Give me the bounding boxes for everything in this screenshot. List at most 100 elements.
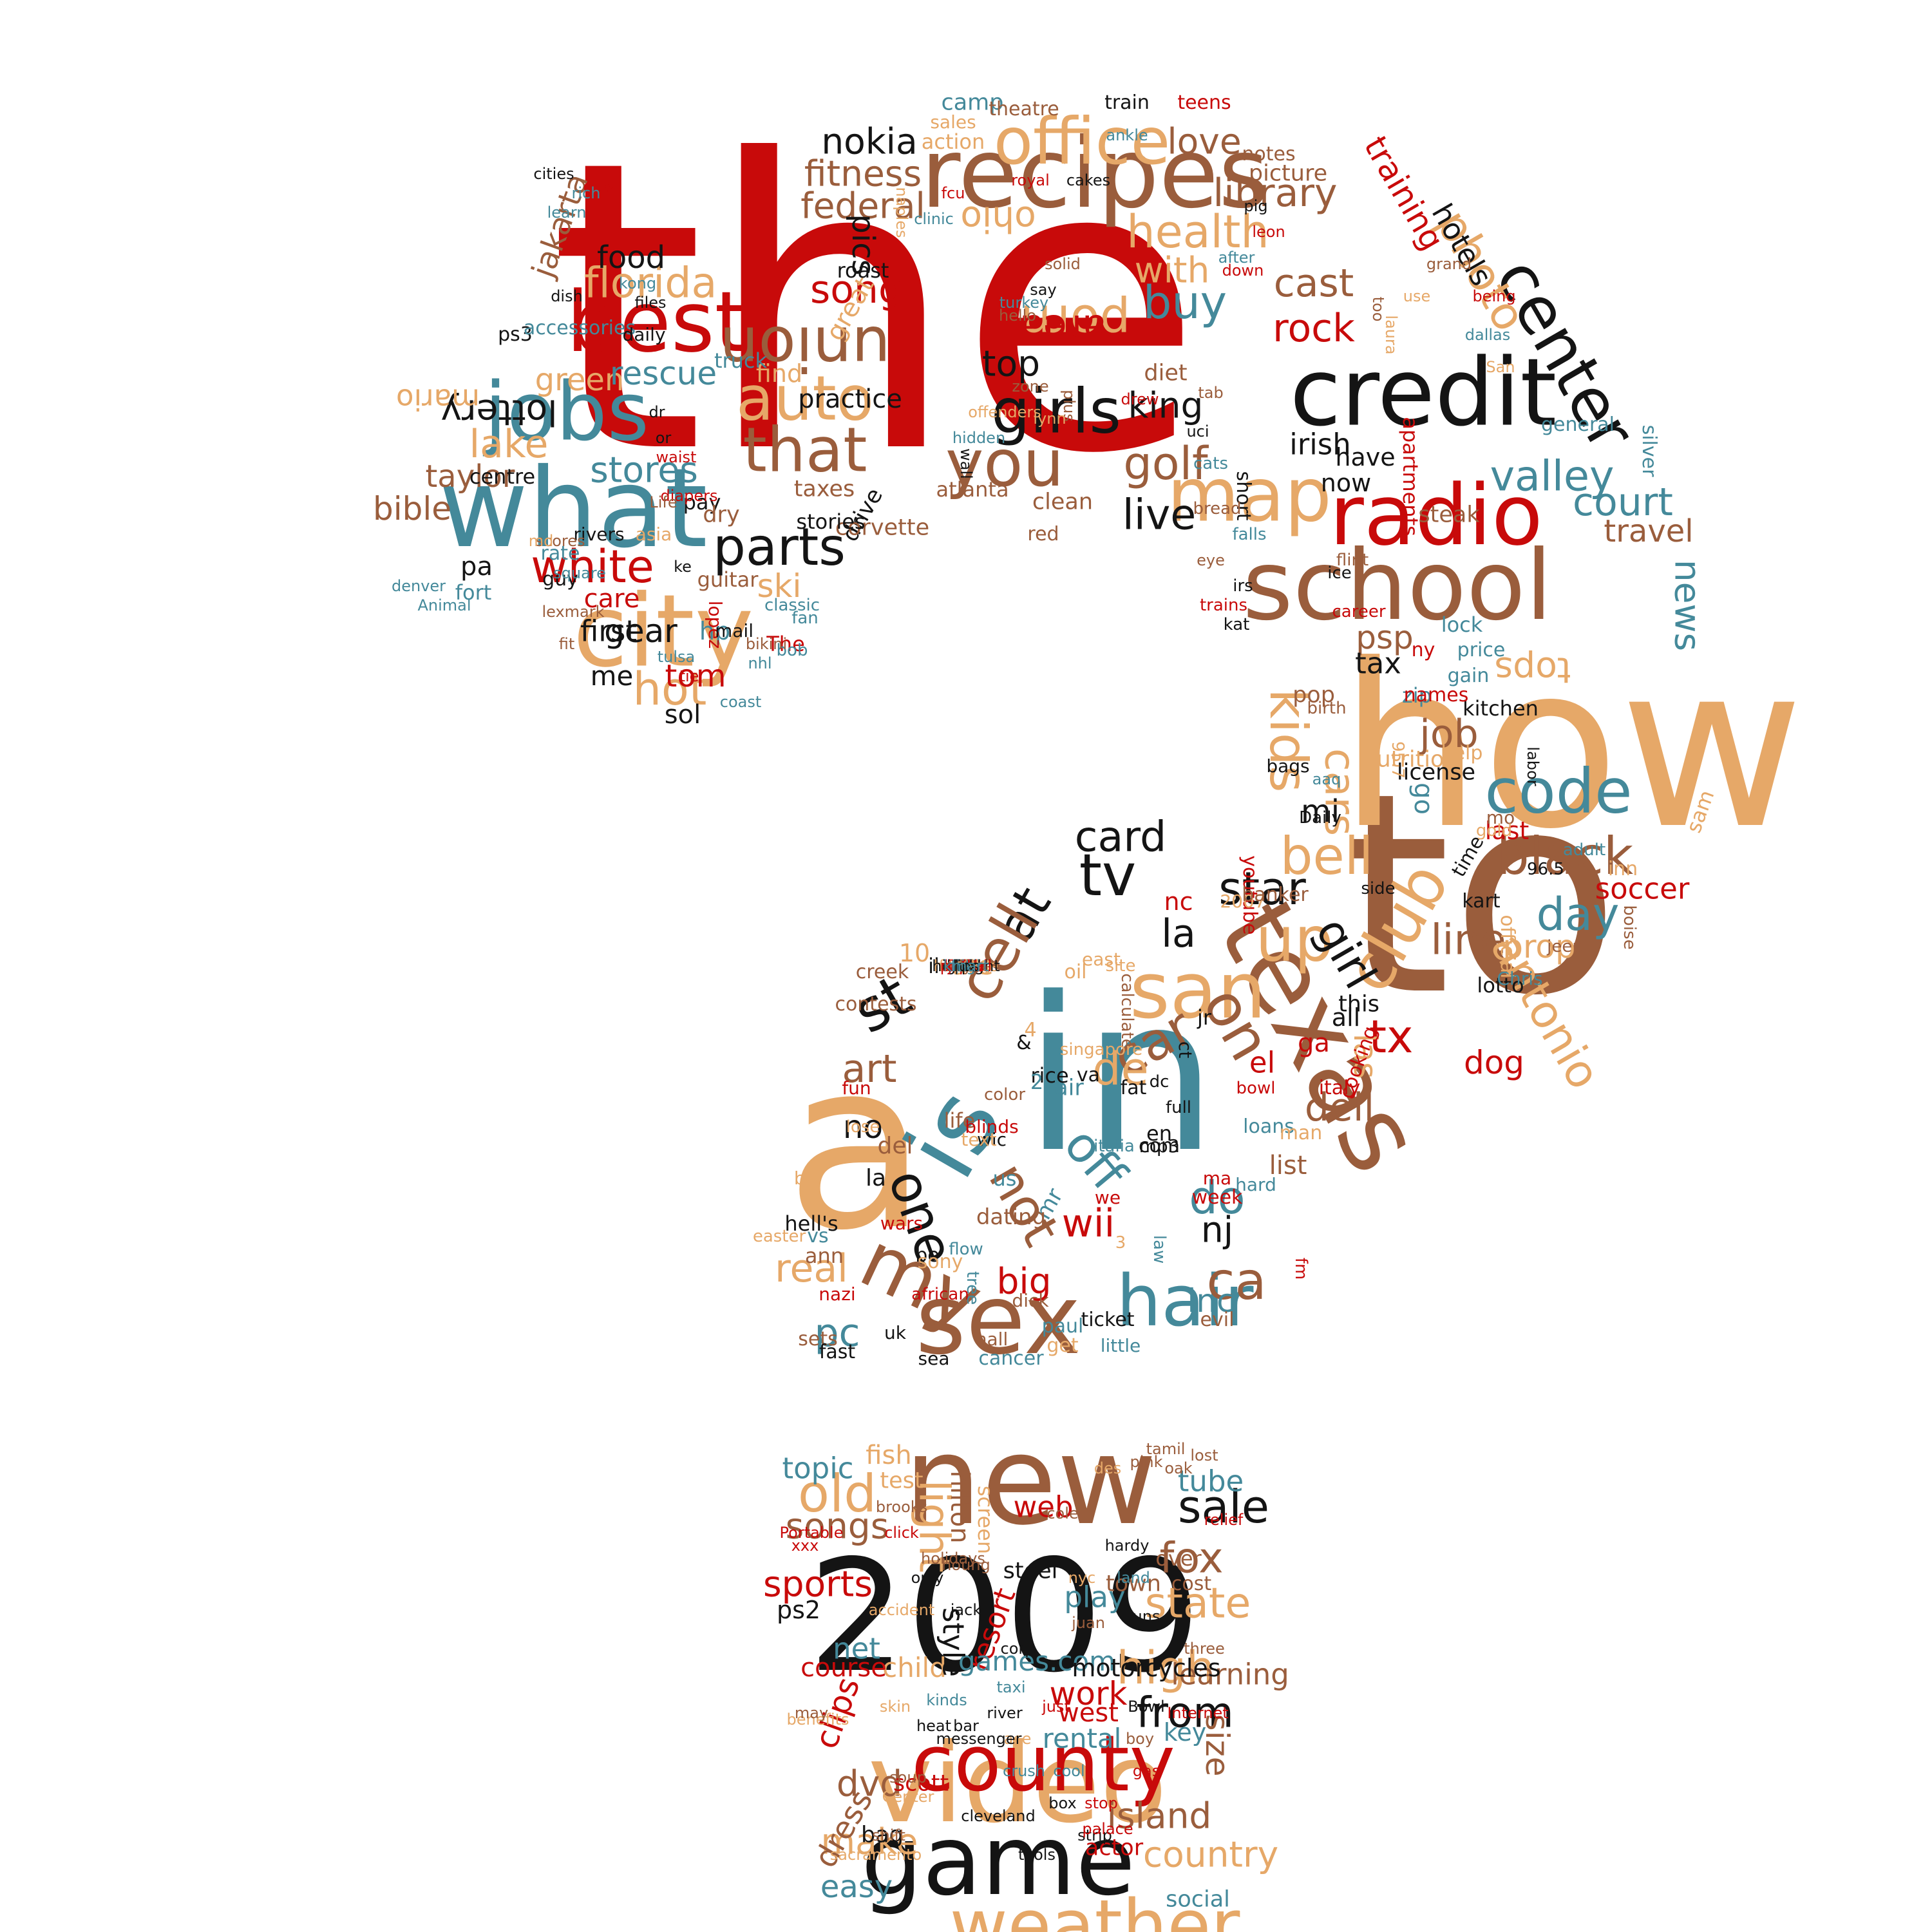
cloud-word: dies [583,178,615,196]
cloud-word: click [884,1524,919,1542]
cloud-word: stories [796,509,866,534]
cloud-word: live [1122,491,1197,540]
cloud-word: song [810,267,904,312]
cloud-word: sex [915,1264,1081,1376]
cloud-word: Internet [1167,1704,1229,1722]
cloud-word: actor [1084,1835,1144,1861]
cloud-word: first [580,614,637,649]
cloud-word: highlight [932,957,1000,975]
cloud-word: lion [952,957,980,975]
cloud-word: net [833,1631,880,1666]
cloud-word: picture [1248,160,1328,187]
cloud-word: by [793,1168,817,1189]
cloud-word: sales [930,111,976,133]
cloud-word: cole [1046,1504,1079,1522]
cloud-word: files [634,294,667,312]
cloud-word: radio [1329,466,1543,564]
cloud-word: up [1255,904,1334,976]
cloud-word: rivers [573,524,625,545]
cloud-word: mo [1486,807,1515,828]
cloud-word: cleveland [961,1807,1036,1825]
cloud-word: girls [991,376,1121,448]
cloud-word: week [1191,1186,1243,1209]
cloud-word: teens [1177,91,1231,114]
cloud-word: site [1105,956,1136,976]
cloud-word: psp [1356,619,1414,656]
cloud-word: denver [391,577,446,595]
cloud-word: flint [1336,551,1369,570]
cloud-word: do [1189,1171,1245,1224]
cloud-word: ohio [960,198,1036,240]
cloud-word: what [439,445,708,573]
cloud-word: 96.5 [1527,860,1564,879]
cloud-word: de [1092,1043,1149,1095]
cloud-word: bread [1193,499,1242,518]
cloud-word: find [755,359,803,388]
cloud-word: mail [715,620,753,641]
cloud-word: wii [1061,1201,1115,1246]
cloud-word: ankle [1106,126,1148,144]
cloud-word: lynn [1033,410,1066,428]
cloud-word: code [1484,756,1633,828]
cloud-word: xxx [791,1537,819,1555]
cloud-word: florida [583,259,717,308]
cloud-word: 3 [1115,1233,1126,1253]
cloud-word: 2007 [1220,891,1266,912]
cloud-word: you [945,426,1064,501]
cloud-word: sol [664,700,701,730]
cloud-word: credit [1289,338,1557,448]
cloud-word: day [1536,888,1620,941]
cloud-word: la [865,1165,887,1191]
cloud-word: per [953,957,979,975]
cloud-word: being [1472,287,1516,305]
cloud-word: air [1054,1075,1084,1101]
cloud-word: games.com [958,1645,1116,1677]
cloud-word: Center [882,1788,934,1806]
cloud-word: kinds [926,1691,967,1709]
cloud-word: centre [469,464,536,489]
cloud-word: se [957,957,975,975]
cloud-word: messenger [936,1730,1022,1748]
cloud-word: cities [533,165,574,183]
cloud-word: accident [868,1601,935,1619]
cloud-word: camp [941,90,1004,116]
cloud-word: Chris [1497,968,1543,989]
cloud-word: career [1332,602,1386,621]
cloud-word: city [573,573,754,690]
cloud-word: The [766,632,805,656]
cloud-word: fox [1159,1534,1224,1583]
cloud-word: nh [956,957,976,975]
cloud-word: songs [785,1505,889,1547]
cloud-word: ice [1327,564,1352,583]
cloud-word: red [1027,523,1059,545]
cloud-word: ace [1003,1730,1032,1748]
cloud-word: dallas [1464,326,1511,344]
cloud-word: grand [1426,255,1472,273]
cloud-word: tube [1177,1464,1244,1499]
cloud-word: 30 [956,957,976,975]
cloud-word: just [1042,1698,1070,1716]
cloud-word: blinds [965,1116,1019,1137]
cloud-word: Daily [1299,808,1341,828]
cloud-word: rose [949,957,983,975]
cloud-word: love [1167,120,1242,162]
cloud-word: river [987,1704,1023,1722]
cloud-word: lotto [1477,973,1524,998]
cloud-word: brooks [875,1498,928,1516]
cloud-word: ps2 [776,1596,821,1624]
cloud-word: have [1335,443,1396,471]
cloud-word: lose [846,1117,880,1137]
cloud-word: stop [1084,1794,1118,1812]
cloud-word: federal [800,185,925,227]
cloud-word: 1 [961,957,971,975]
cloud-word: learning [1171,1657,1289,1692]
cloud-word: soccer [1595,871,1690,906]
cloud-word: clean [1032,489,1094,515]
cloud-word: taylor [425,459,515,495]
cloud-word: lost [1190,1446,1218,1464]
cloud-word: tie [679,667,699,685]
cloud-word: full [1165,1098,1192,1117]
cloud-word: 99 [956,957,976,975]
cloud-word: solid [1045,255,1081,273]
cloud-word: hell's [784,1211,838,1236]
